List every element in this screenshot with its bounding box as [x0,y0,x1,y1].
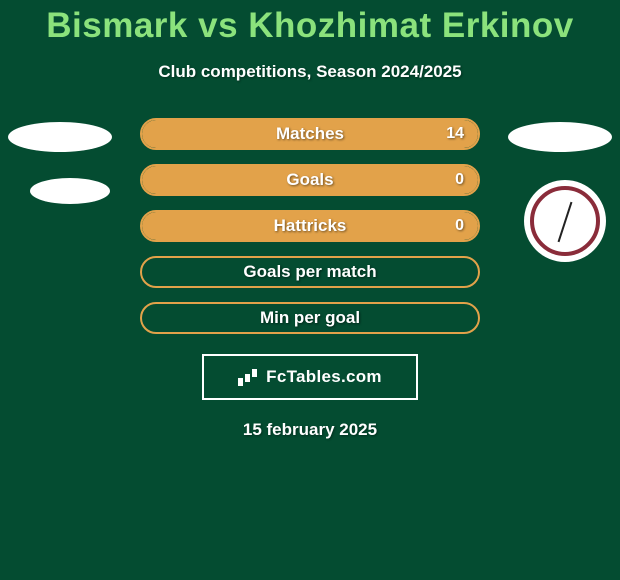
brand-logo[interactable]: FcTables.com [202,354,418,400]
stat-row-matches: Matches 14 [140,118,480,150]
stat-label: Goals per match [243,262,376,282]
stat-row-min-per-goal: Min per goal [140,302,480,334]
stat-value-right: 14 [446,125,464,143]
club-right-badge [524,180,606,262]
stats-container: Matches 14 Goals 0 Hattricks 0 Goals per… [140,118,480,334]
footer-date: 15 february 2025 [0,420,620,440]
player-right-avatar-placeholder [508,122,612,152]
bar-chart-icon [238,368,260,386]
stat-value-right: 0 [455,217,464,235]
page-subtitle: Club competitions, Season 2024/2025 [0,62,620,82]
player-left-avatar-placeholder [8,122,112,152]
stat-row-goals: Goals 0 [140,164,480,196]
stat-label: Min per goal [260,308,360,328]
club-right-badge-inner [530,186,600,256]
brand-logo-text: FcTables.com [266,367,382,387]
stat-label: Goals [286,170,333,190]
stat-label: Matches [276,124,344,144]
stat-label: Hattricks [274,216,347,236]
page-title: Bismark vs Khozhimat Erkinov [0,0,620,46]
stat-row-hattricks: Hattricks 0 [140,210,480,242]
club-left-avatar-placeholder [30,178,110,204]
stat-value-right: 0 [455,171,464,189]
stat-row-goals-per-match: Goals per match [140,256,480,288]
